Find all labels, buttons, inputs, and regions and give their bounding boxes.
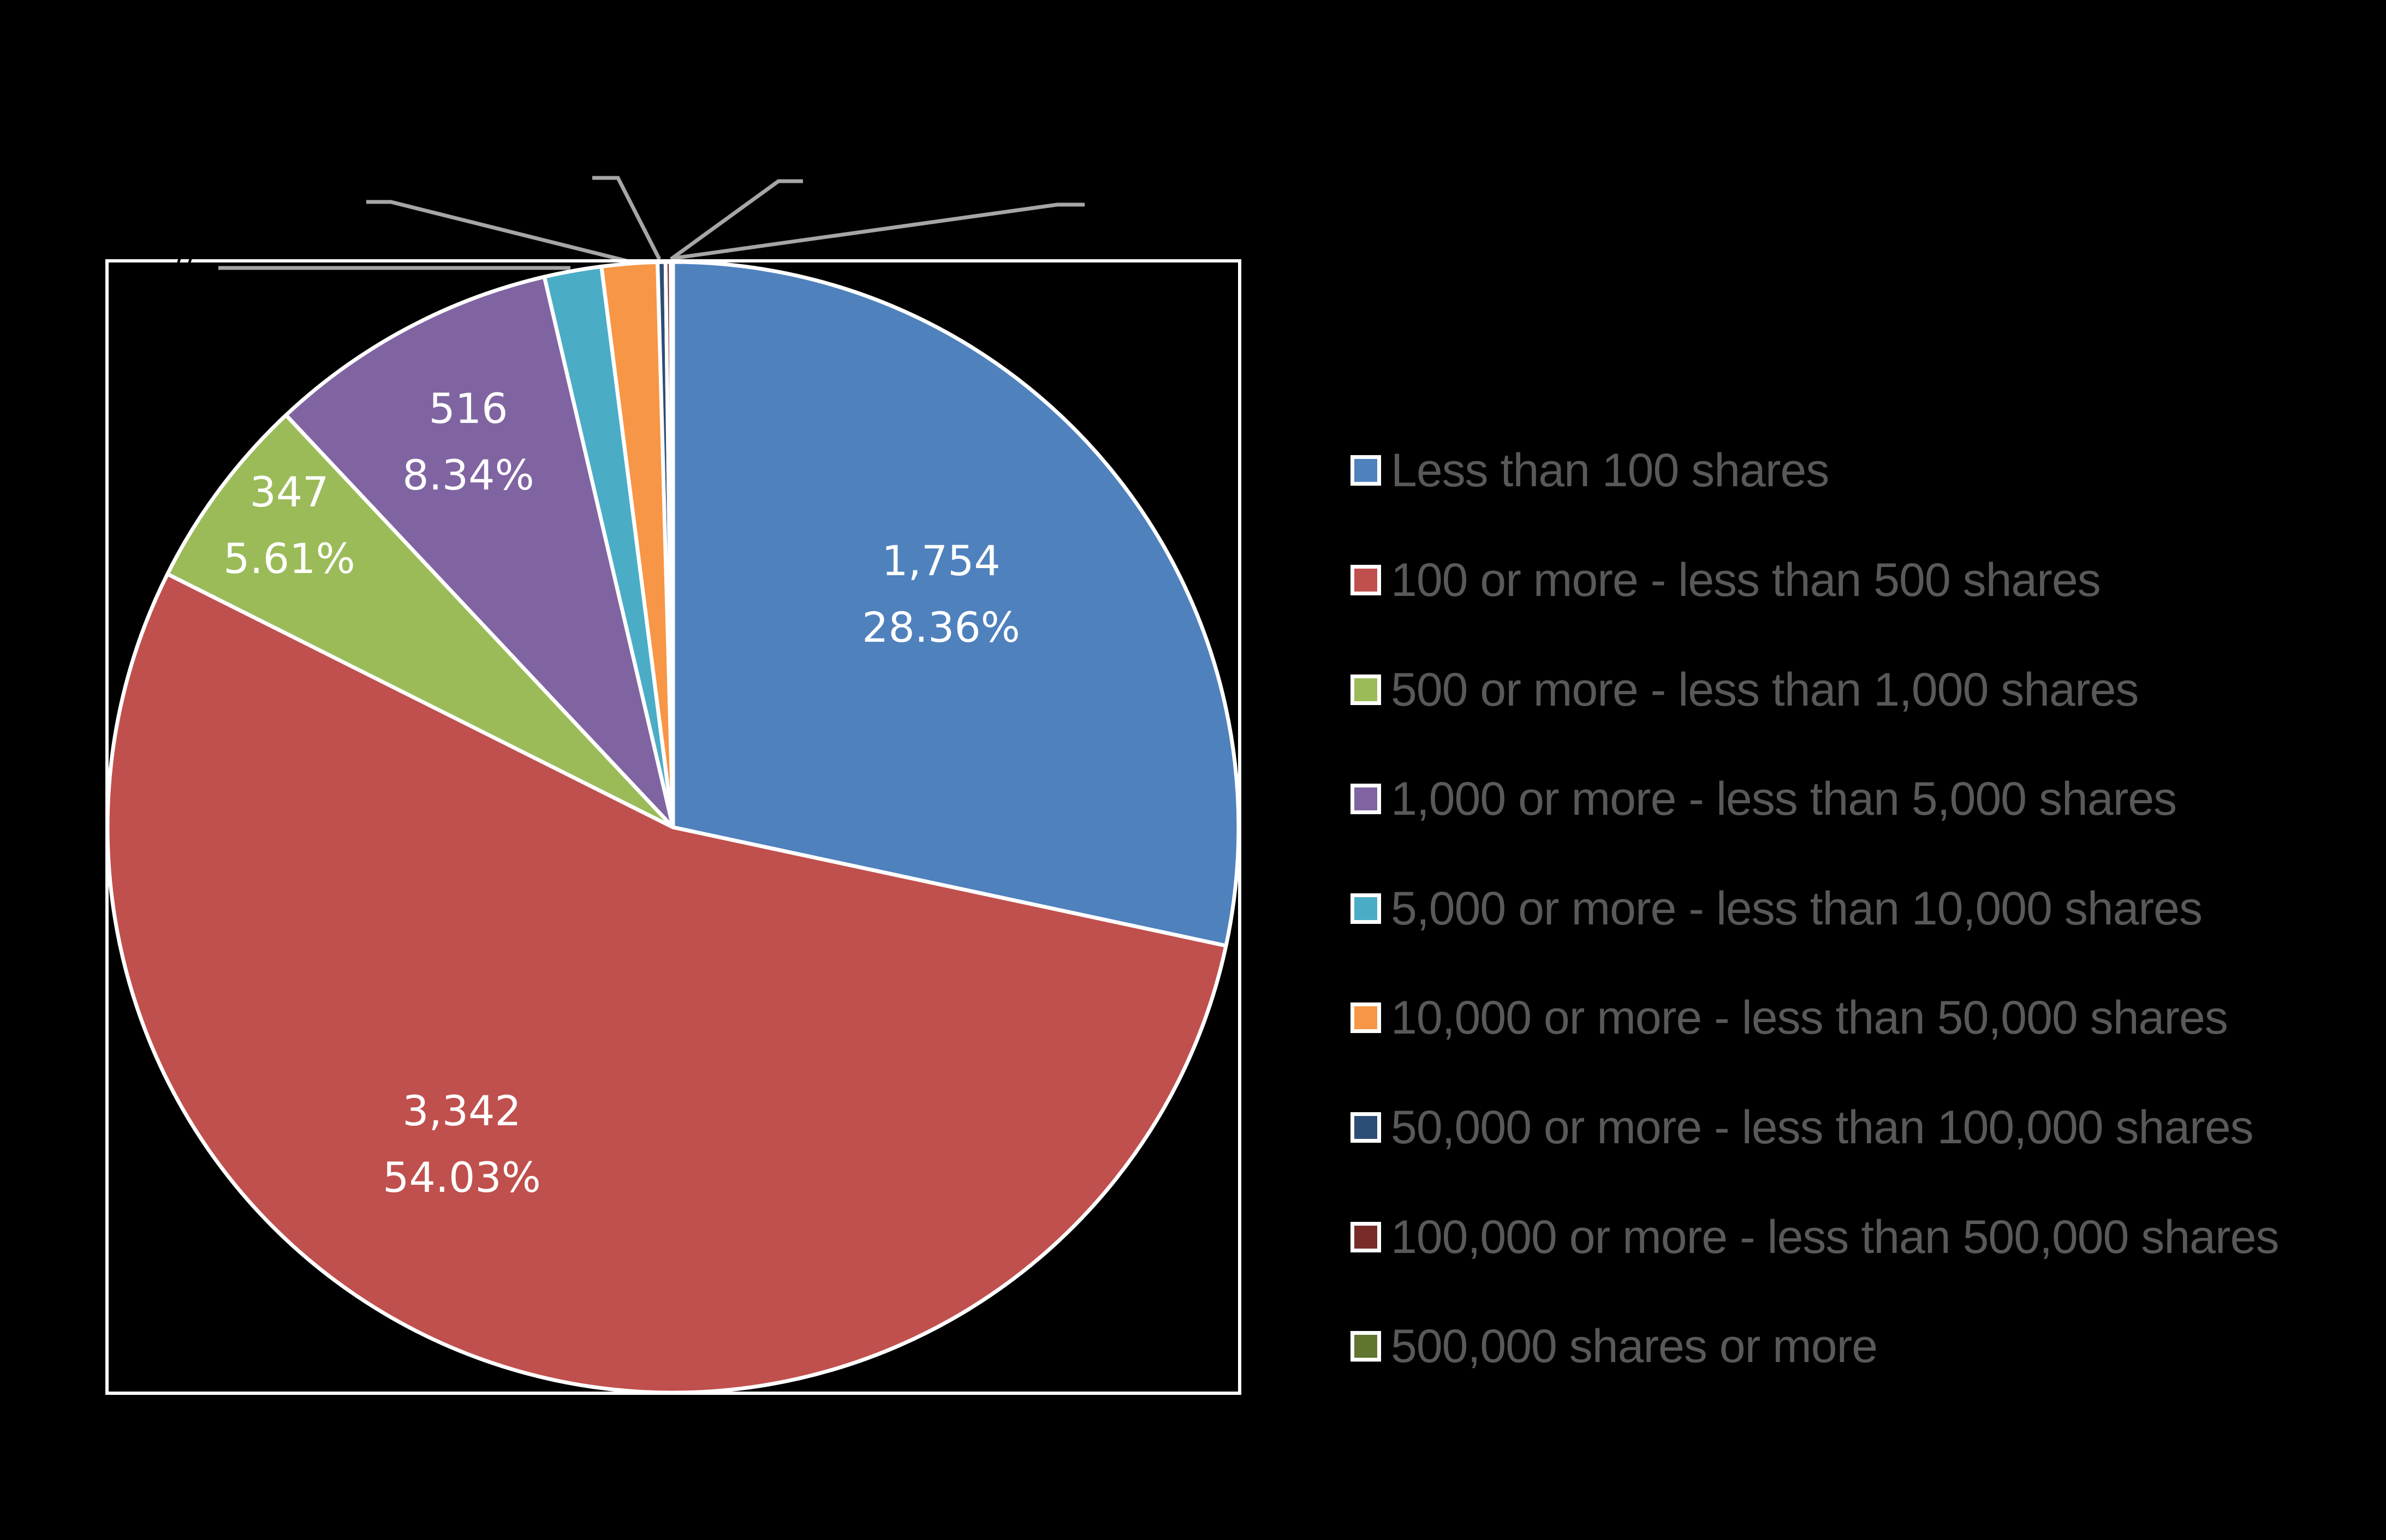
legend-swatch (1350, 1112, 1381, 1143)
legend-swatch (1350, 1331, 1381, 1362)
leader-line-100000-500000 (669, 179, 803, 261)
swatch-fill (1354, 897, 1377, 920)
legend-swatch (1350, 1222, 1381, 1252)
leader-line-10000-50000 (366, 200, 627, 263)
data-label-percent: 54.03% (383, 1153, 541, 1202)
swatch-fill (1354, 1006, 1377, 1029)
legend-label: 500 or more - less than 1,000 shares (1391, 663, 2139, 716)
legend-swatch (1350, 455, 1381, 486)
data-label-percent: 8.34% (402, 451, 534, 499)
swatch-fill (1354, 459, 1377, 482)
legend-item-1000-5000: 1,000 or more - less than 5,000 shares (1350, 772, 2177, 826)
data-label-value: 516 (429, 384, 508, 433)
swatch-fill (1354, 787, 1377, 810)
legend-swatch (1350, 675, 1381, 705)
pie-slice (669, 260, 675, 829)
legend-item-10000-50000: 10,000 or more - less than 50,000 shares (1350, 990, 2228, 1045)
legend-item-500000-plus: 500,000 shares or more (1350, 1319, 1878, 1374)
legend-label: 100 or more - less than 500 shares (1391, 553, 2101, 606)
swatch-fill (1354, 1116, 1377, 1139)
legend-label: 1,000 or more - less than 5,000 shares (1391, 772, 2177, 825)
legend-item-5000-10000: 5,000 or more - less than 10,000 shares (1350, 881, 2203, 936)
leader-lines (218, 176, 1085, 270)
legend-label: Less than 100 shares (1391, 444, 1829, 497)
legend-label: 50,000 or more - less than 100,000 share… (1391, 1101, 2254, 1154)
leader-line-500000-plus (674, 202, 1085, 260)
swatch-fill (1354, 1335, 1377, 1358)
swatch-fill (1354, 678, 1377, 701)
legend-label: 100,000 or more - less than 500,000 shar… (1391, 1210, 2279, 1263)
data-label-less-than-100: 1,754 28.36% (862, 528, 1020, 661)
data-label-value: 3,342 (402, 1087, 521, 1135)
data-label-500-1000: 347 5.61% (223, 459, 355, 592)
leader-line-50000-100000 (592, 176, 662, 260)
legend-label: 500,000 shares or more (1391, 1320, 1878, 1372)
pie-slice (165, 413, 675, 829)
data-label-1000-5000: 516 8.34% (402, 375, 534, 509)
legend-item-100-500: 100 or more - less than 500 shares (1350, 553, 2101, 607)
pie-slice (105, 572, 1228, 1395)
legend-item-less-than-100: Less than 100 shares (1350, 443, 1829, 498)
legend-swatch (1350, 565, 1381, 595)
hidden-data-label-mark: // (174, 241, 196, 279)
pie-slices (105, 260, 1241, 1395)
legend-item-500-1000: 500 or more - less than 1,000 shares (1350, 662, 2139, 717)
data-label-value: 1,754 (882, 536, 1001, 585)
legend-swatch (1350, 784, 1381, 814)
swatch-fill (1354, 569, 1377, 592)
legend-swatch (1350, 893, 1381, 924)
swatch-fill (1354, 1226, 1377, 1249)
pie-slice (671, 260, 1241, 948)
legend-item-100000-500000: 100,000 or more - less than 500,000 shar… (1350, 1210, 2279, 1264)
legend-label: 5,000 or more - less than 10,000 shares (1391, 882, 2203, 935)
data-label-percent: 5.61% (223, 534, 355, 583)
data-label-percent: 28.36% (862, 603, 1020, 652)
legend-label: 10,000 or more - less than 50,000 shares (1391, 991, 2228, 1044)
legend-swatch (1350, 1002, 1381, 1033)
data-label-100-500: 3,342 54.03% (383, 1078, 541, 1211)
data-label-value: 347 (249, 468, 329, 516)
legend-item-50000-100000: 50,000 or more - less than 100,000 share… (1350, 1100, 2254, 1155)
